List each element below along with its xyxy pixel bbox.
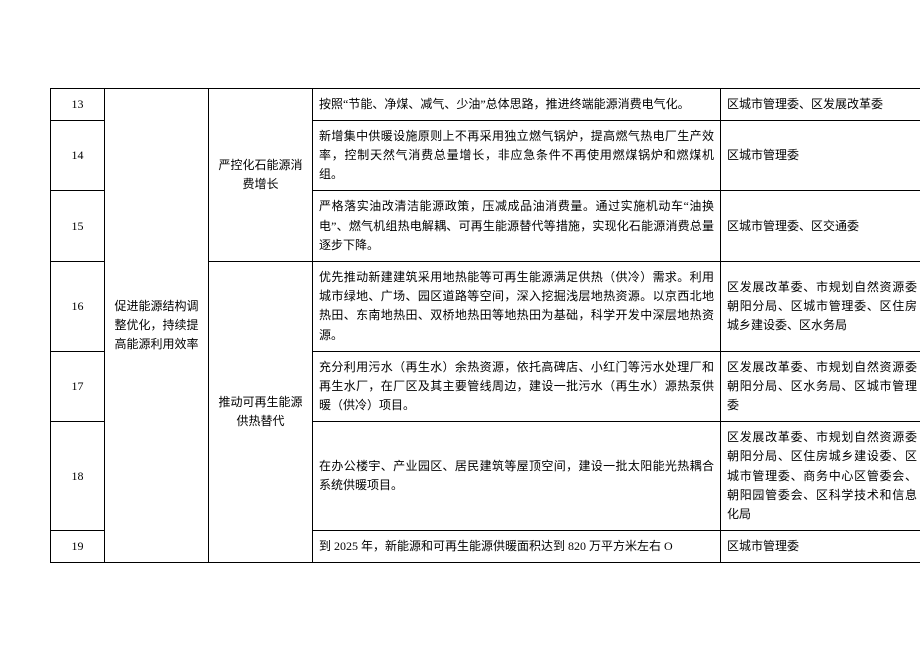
cell-index: 14	[51, 120, 105, 191]
cell-subgroup-b: 推动可再生能源供热替代	[209, 261, 313, 562]
page: 13 促进能源结构调整优化，持续提高能源利用效率 严控化石能源消费增长 按照“节…	[50, 88, 870, 564]
cell-index: 16	[51, 261, 105, 351]
cell-index: 13	[51, 88, 105, 120]
cell-resp: 区城市管理委、区发展改革委	[721, 88, 920, 120]
cell-task: 到 2025 年，新能源和可再生能源供暖面积达到 820 万平方米左右 O	[313, 531, 721, 563]
cell-group: 促进能源结构调整优化，持续提高能源利用效率	[105, 88, 209, 563]
cell-resp: 区发展改革委、市规划自然资源委朝阳分局、区城市管理委、区住房城乡建设委、区水务局	[721, 261, 920, 351]
cell-resp: 区发展改革委、市规划自然资源委朝阳分局、区住房城乡建设委、区城市管理委、商务中心…	[721, 422, 920, 531]
cell-resp: 区城市管理委、区交通委	[721, 191, 920, 262]
cell-task: 优先推动新建建筑采用地热能等可再生能源满足供热（供冷）需求。利用城市绿地、广场、…	[313, 261, 721, 351]
cell-index: 17	[51, 351, 105, 422]
cell-subgroup-a: 严控化石能源消费增长	[209, 88, 313, 261]
cell-resp: 区发展改革委、市规划自然资源委朝阳分局、区水务局、区城市管理委	[721, 351, 920, 422]
table-row: 13 促进能源结构调整优化，持续提高能源利用效率 严控化石能源消费增长 按照“节…	[51, 88, 920, 120]
cell-index: 15	[51, 191, 105, 262]
cell-task: 充分利用污水（再生水）余热资源，依托高碑店、小红门等污水处理厂和再生水厂，在厂区…	[313, 351, 721, 422]
cell-resp: 区城市管理委	[721, 120, 920, 191]
cell-index: 19	[51, 531, 105, 563]
cell-task: 按照“节能、净煤、减气、少油”总体思路，推进终端能源消费电气化。	[313, 88, 721, 120]
cell-task: 严格落实油改清洁能源政策，压减成品油消费量。通过实施机动车“油换电”、燃气机组热…	[313, 191, 721, 262]
cell-task: 新增集中供暖设施原则上不再采用独立燃气锅炉，提高燃气热电厂生产效率，控制天然气消…	[313, 120, 721, 191]
cell-index: 18	[51, 422, 105, 531]
cell-resp: 区城市管理委	[721, 531, 920, 563]
cell-task: 在办公楼宇、产业园区、居民建筑等屋顶空间，建设一批太阳能光热耦合系统供暖项目。	[313, 422, 721, 531]
policy-table: 13 促进能源结构调整优化，持续提高能源利用效率 严控化石能源消费增长 按照“节…	[50, 88, 920, 564]
